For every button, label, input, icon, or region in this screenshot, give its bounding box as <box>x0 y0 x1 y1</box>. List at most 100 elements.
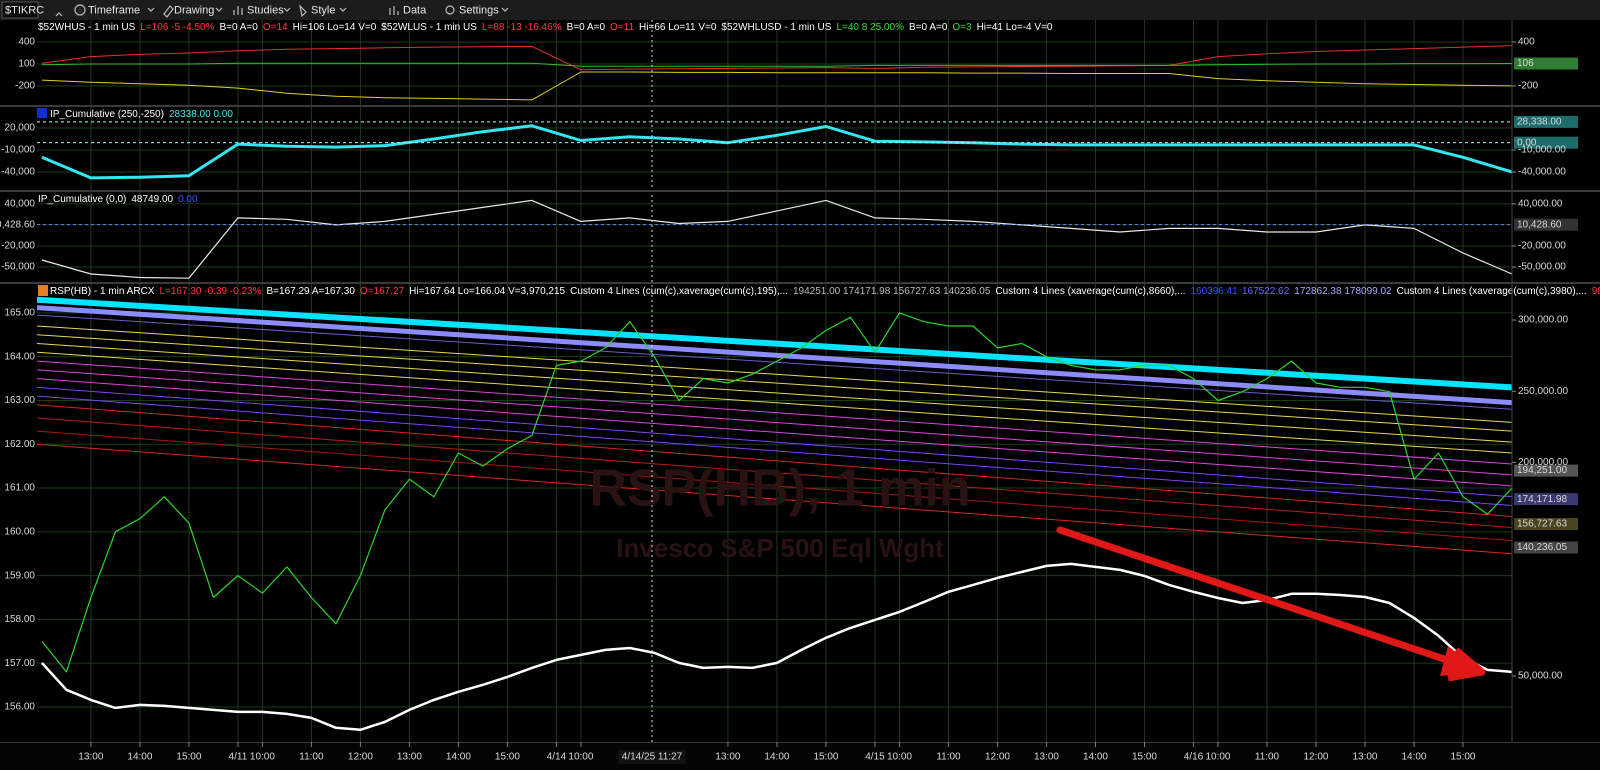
x-tick-label: 15:00 <box>813 752 838 763</box>
panel-legend: IP_Cumulative (0,0) 48749.00 0.00 <box>38 194 198 205</box>
x-tick-label: 13:00 <box>1352 752 1377 763</box>
series-line <box>41 45 1512 71</box>
x-tick-label: 4/16 <box>1184 752 1204 763</box>
value-box-label: 0.00 <box>1517 137 1537 148</box>
symbol[interactable]: $TIKRC <box>5 4 44 16</box>
value-box-label: 156,727.63 <box>1517 519 1567 530</box>
y2-tick-label: -50,000.00 <box>1518 262 1566 273</box>
value-box <box>1514 541 1578 554</box>
y2-tick-label: 250,000.00 <box>1518 386 1568 397</box>
x-tick-label: 10:00 <box>568 752 593 763</box>
y2-tick-label: 400 <box>1518 37 1535 48</box>
y-tick-label: -40,000 <box>1 167 35 178</box>
channel-line <box>37 343 1512 443</box>
toolbar-icons <box>55 4 509 18</box>
value-box-label: 106 <box>1517 58 1534 69</box>
x-tick-label: 13:00 <box>397 752 422 763</box>
y-tick-label: -10,000 <box>1 145 35 156</box>
y-tick-label: 157.00 <box>4 658 35 669</box>
channel-line <box>37 334 1512 432</box>
legend-item: $52WHLUSD - 1 min US <box>721 22 831 33</box>
x-tick-label: 10:00 <box>887 752 912 763</box>
x-tick-label: 10:00 <box>250 752 275 763</box>
y-tick-label: 164.00 <box>4 351 35 362</box>
y2-tick-label: -20,000.00 <box>1518 241 1566 252</box>
channel-line <box>37 360 1512 465</box>
channel-line <box>37 404 1512 518</box>
legend-item: Hi=106 Lo=14 V=0 <box>293 22 377 33</box>
x-tick-label: 4/15 <box>865 752 885 763</box>
series-line <box>41 199 1512 279</box>
value-box <box>1514 518 1578 531</box>
legend-item: L=167.30 -0.39 -0.23% <box>159 286 261 297</box>
legend-item: O=167.27 <box>360 286 405 297</box>
legend-item: Custom 4 Lines (xaverage(cum(c),3980),..… <box>1397 286 1587 297</box>
y-tick-label: 158.00 <box>4 614 35 625</box>
x-axis-strip <box>0 743 1600 770</box>
toolbar-item[interactable]: Timeframe <box>88 4 140 16</box>
y2-tick-label: -10,000.00 <box>1518 145 1566 156</box>
legend-item: $52WHUS - 1 min US <box>38 22 136 33</box>
channel-line <box>37 378 1512 487</box>
value-box-label: 174,171.98 <box>1517 494 1567 505</box>
value-box <box>1514 464 1578 477</box>
crosshair-box <box>617 750 686 764</box>
y-tick-label: 161.00 <box>4 483 35 494</box>
x-tick-label: 13:00 <box>78 752 103 763</box>
legend-item: Hi=66 Lo=11 V=0 <box>639 22 717 33</box>
y-tick-label: 159.00 <box>4 570 35 581</box>
channel-line <box>37 386 1512 498</box>
series-line <box>41 312 1512 673</box>
watermark: Invesco S&P 500 Eql Wght <box>616 533 944 563</box>
x-tick-label: 4/11 <box>229 752 248 763</box>
legend-item: Custom 4 Lines (xaverage(cum(c),8660),..… <box>995 286 1185 297</box>
value-box <box>1514 57 1578 70</box>
crosshair-label: 4/14/25 11:27 <box>622 752 683 763</box>
study-icon <box>38 285 48 296</box>
panel-legend: $52WHUS - 1 min US L=106 -5 -4.50% B=0 A=0… <box>38 22 1053 33</box>
x-tick-label: 15:00 <box>495 752 520 763</box>
series-line <box>41 62 1512 67</box>
y-tick-label: 160.00 <box>4 526 35 537</box>
x-tick-label: 4/14 <box>547 752 567 763</box>
x-tick-label: 14:00 <box>127 752 152 763</box>
legend-item: O=11 <box>610 22 634 33</box>
y-tick-label: 162.00 <box>4 439 35 450</box>
x-tick-label: 14:00 <box>1083 752 1108 763</box>
value-box-label: 10,428.60 <box>1517 219 1562 230</box>
y2-tick-label: -200 <box>1518 81 1538 92</box>
value-box-label: 194,251.00 <box>1517 465 1567 476</box>
legend-item: 28338.00 0.00 <box>169 109 233 120</box>
y2-tick-label: 40,000.00 <box>1518 199 1563 210</box>
y-tick-label: 400 <box>18 37 35 48</box>
legend-item: L=40 8 25.00% <box>836 22 904 33</box>
toolbar-item[interactable]: Settings <box>459 4 499 16</box>
y-tick-label: 20,000 <box>4 123 35 134</box>
study-icon <box>37 108 47 118</box>
y2-tick-label: 200,000.00 <box>1518 457 1568 468</box>
value-box <box>1514 136 1578 149</box>
legend-item: IP_Cumulative (250,-250) <box>50 109 164 120</box>
x-tick-label: 14:00 <box>446 752 471 763</box>
channel-line <box>37 417 1512 528</box>
toolbar-item[interactable]: Style <box>311 4 335 16</box>
legend-item: 48749.00 <box>131 194 173 205</box>
x-tick-label: 10:00 <box>1205 752 1230 763</box>
toolbar-item[interactable]: Studies <box>247 4 284 16</box>
y-tick-label: 10,428.60 <box>0 219 35 230</box>
value-box <box>1514 218 1578 231</box>
toolbar-item[interactable]: Drawing <box>174 4 214 16</box>
y-tick-label: -50,000 <box>1 262 35 273</box>
watermark: RSP(HB), 1 min <box>589 460 970 518</box>
y-tick-label: 156.00 <box>4 702 35 713</box>
toolbar-item[interactable]: Data <box>403 4 427 16</box>
value-box-label: 140,236.05 <box>1517 542 1567 553</box>
plot-area: RSP(HB), 1 min Invesco S&P 500 Eql Wght <box>37 20 1512 742</box>
toolbar <box>0 0 1600 20</box>
channel-line <box>37 430 1512 542</box>
x-tick-label: 15:00 <box>1450 752 1475 763</box>
symbol-box[interactable] <box>1 1 39 19</box>
legend-item: Custom 4 Lines (cum(c),xaverage(cum(c),1… <box>570 286 788 297</box>
x-tick-label: 15:00 <box>176 752 201 763</box>
